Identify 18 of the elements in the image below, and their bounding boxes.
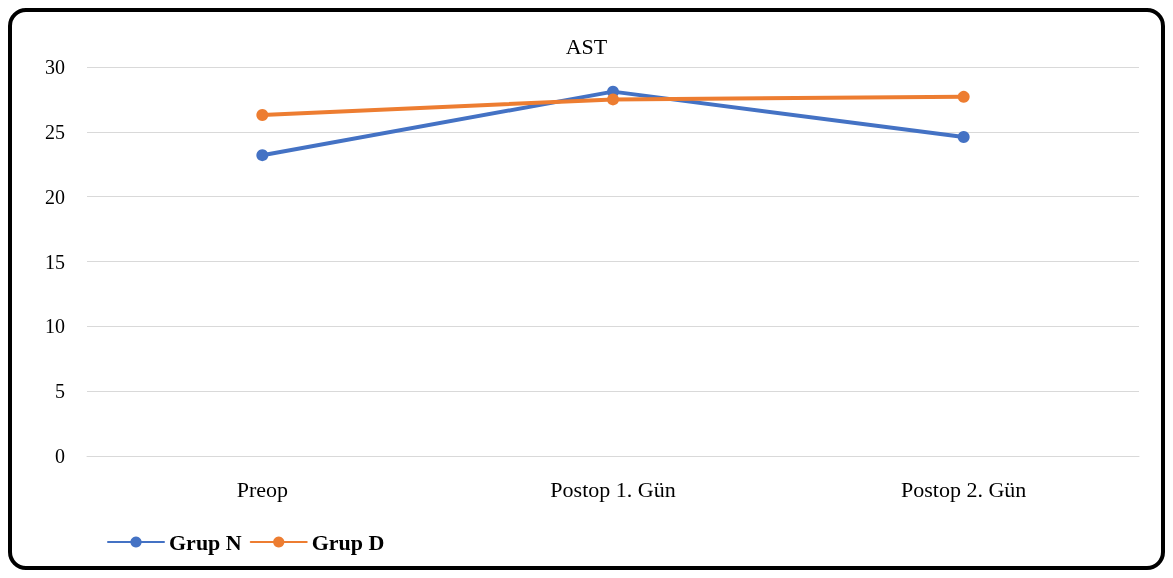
y-tick-label: 30: [45, 56, 65, 78]
point: [256, 108, 269, 121]
point: [607, 93, 619, 106]
y-tick-label: 25: [45, 120, 65, 143]
y-tick-label: 20: [45, 185, 65, 208]
chart-title: AST: [565, 33, 608, 59]
y-tick-label: 10: [45, 315, 65, 338]
x-tick-label: Preop: [236, 476, 288, 502]
point: [957, 131, 970, 144]
x-tick-label: Postop 1. Gün: [550, 476, 676, 502]
point: [256, 149, 269, 162]
point: [957, 90, 970, 103]
x-tick-label: Postop 2. Gün: [901, 476, 1027, 502]
legend-label: Grup D: [311, 529, 385, 555]
y-tick-label: 5: [55, 380, 65, 403]
y-tick-label: 0: [55, 445, 65, 467]
y-tick-label: 15: [45, 250, 65, 273]
legend-label: Grup N: [169, 529, 242, 555]
